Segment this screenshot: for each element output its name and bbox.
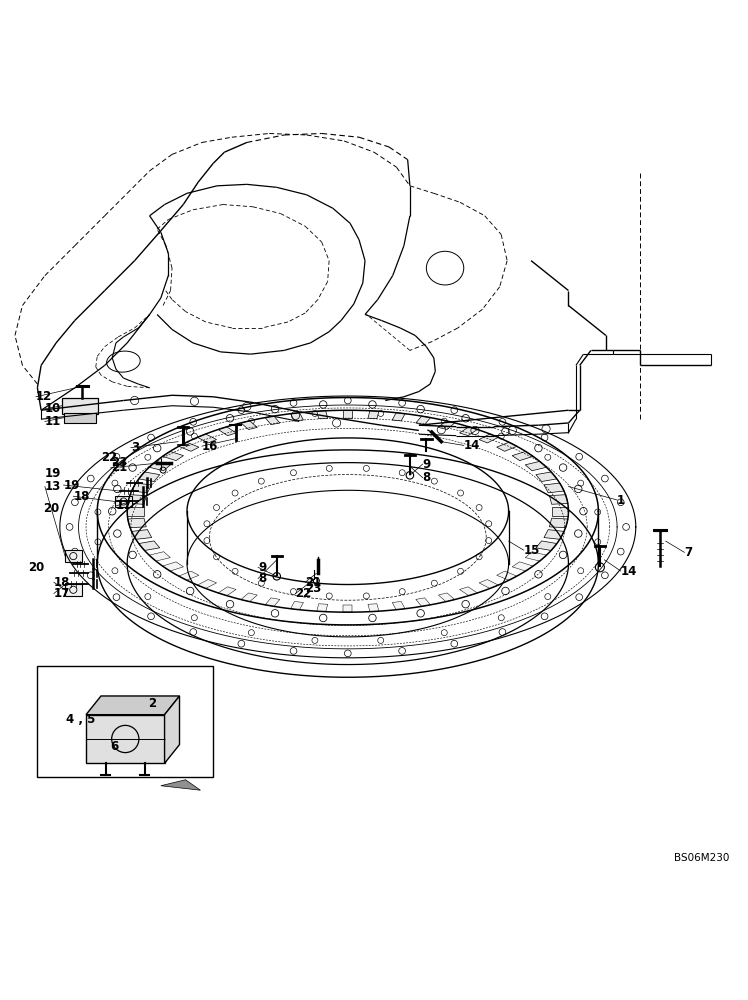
Bar [115, 496, 132, 507]
Polygon shape [138, 541, 160, 550]
Polygon shape [438, 421, 455, 429]
Text: 12: 12 [36, 390, 52, 403]
Polygon shape [525, 461, 547, 471]
Polygon shape [86, 715, 165, 763]
Polygon shape [241, 421, 257, 429]
Text: 3: 3 [131, 441, 139, 454]
Polygon shape [368, 604, 379, 612]
Polygon shape [128, 495, 147, 504]
Polygon shape [132, 483, 152, 493]
Polygon shape [343, 410, 352, 418]
Text: 20: 20 [28, 561, 45, 574]
Bar [37, 666, 213, 777]
Polygon shape [218, 427, 236, 436]
Text: 18: 18 [54, 576, 70, 589]
Polygon shape [392, 601, 405, 610]
Polygon shape [497, 442, 517, 451]
Polygon shape [218, 587, 236, 596]
Text: 9: 9 [423, 458, 431, 471]
Polygon shape [132, 530, 152, 539]
Polygon shape [197, 434, 217, 443]
Text: 22: 22 [295, 587, 312, 600]
Polygon shape [316, 411, 328, 419]
Polygon shape [479, 434, 498, 443]
Polygon shape [149, 461, 171, 471]
Text: 6: 6 [111, 740, 119, 753]
Text: 17: 17 [116, 499, 132, 512]
Text: 23: 23 [111, 456, 127, 469]
Polygon shape [197, 580, 217, 588]
Polygon shape [479, 580, 498, 588]
Text: 8: 8 [423, 471, 431, 484]
Polygon shape [438, 593, 455, 602]
Polygon shape [544, 530, 564, 539]
Text: BS06M230: BS06M230 [674, 853, 729, 863]
Polygon shape [162, 451, 183, 461]
Polygon shape [512, 451, 533, 461]
Polygon shape [138, 472, 160, 482]
Polygon shape [316, 604, 328, 612]
Text: 20: 20 [43, 502, 60, 515]
Bar [65, 584, 82, 596]
Bar [62, 398, 98, 414]
Text: 22: 22 [101, 451, 117, 464]
Polygon shape [549, 495, 568, 504]
Polygon shape [497, 571, 517, 580]
Polygon shape [165, 696, 180, 763]
Text: 14: 14 [464, 439, 480, 452]
Bar [64, 413, 96, 423]
Text: 21: 21 [305, 576, 322, 589]
Text: 21: 21 [111, 461, 127, 474]
Text: 18: 18 [73, 490, 90, 503]
Text: 1: 1 [617, 493, 625, 506]
Polygon shape [552, 507, 568, 516]
Text: 10: 10 [45, 402, 61, 415]
Polygon shape [512, 562, 533, 571]
Polygon shape [416, 416, 431, 425]
Polygon shape [459, 427, 477, 436]
Polygon shape [290, 601, 304, 610]
Text: 14: 14 [621, 565, 637, 578]
Polygon shape [416, 598, 431, 606]
Text: 17: 17 [54, 587, 70, 600]
Polygon shape [290, 413, 304, 421]
Polygon shape [343, 605, 352, 612]
Text: 16: 16 [202, 440, 218, 453]
Text: 19: 19 [45, 467, 61, 480]
Polygon shape [368, 411, 379, 419]
Polygon shape [86, 696, 180, 715]
Text: 2: 2 [148, 697, 156, 710]
Polygon shape [265, 598, 280, 606]
Text: 13: 13 [45, 480, 61, 493]
Polygon shape [392, 413, 405, 421]
Polygon shape [544, 483, 564, 493]
Text: 11: 11 [45, 415, 61, 428]
Polygon shape [525, 552, 547, 561]
Text: 4 , 5: 4 , 5 [66, 713, 95, 726]
Text: 19: 19 [64, 479, 80, 492]
Polygon shape [179, 442, 199, 451]
Polygon shape [265, 416, 280, 425]
Polygon shape [549, 518, 568, 528]
Bar [65, 550, 82, 562]
Polygon shape [459, 587, 477, 596]
Polygon shape [162, 562, 183, 571]
Polygon shape [179, 571, 199, 580]
Polygon shape [161, 780, 200, 790]
Text: 15: 15 [524, 544, 540, 557]
Text: 23: 23 [305, 582, 322, 595]
Polygon shape [241, 593, 257, 602]
Polygon shape [536, 472, 557, 482]
Text: 7: 7 [684, 546, 693, 559]
Polygon shape [128, 518, 147, 528]
Polygon shape [536, 541, 557, 550]
Text: 9: 9 [258, 561, 266, 574]
Polygon shape [127, 507, 144, 516]
Text: 8: 8 [258, 572, 266, 585]
Polygon shape [149, 552, 171, 561]
